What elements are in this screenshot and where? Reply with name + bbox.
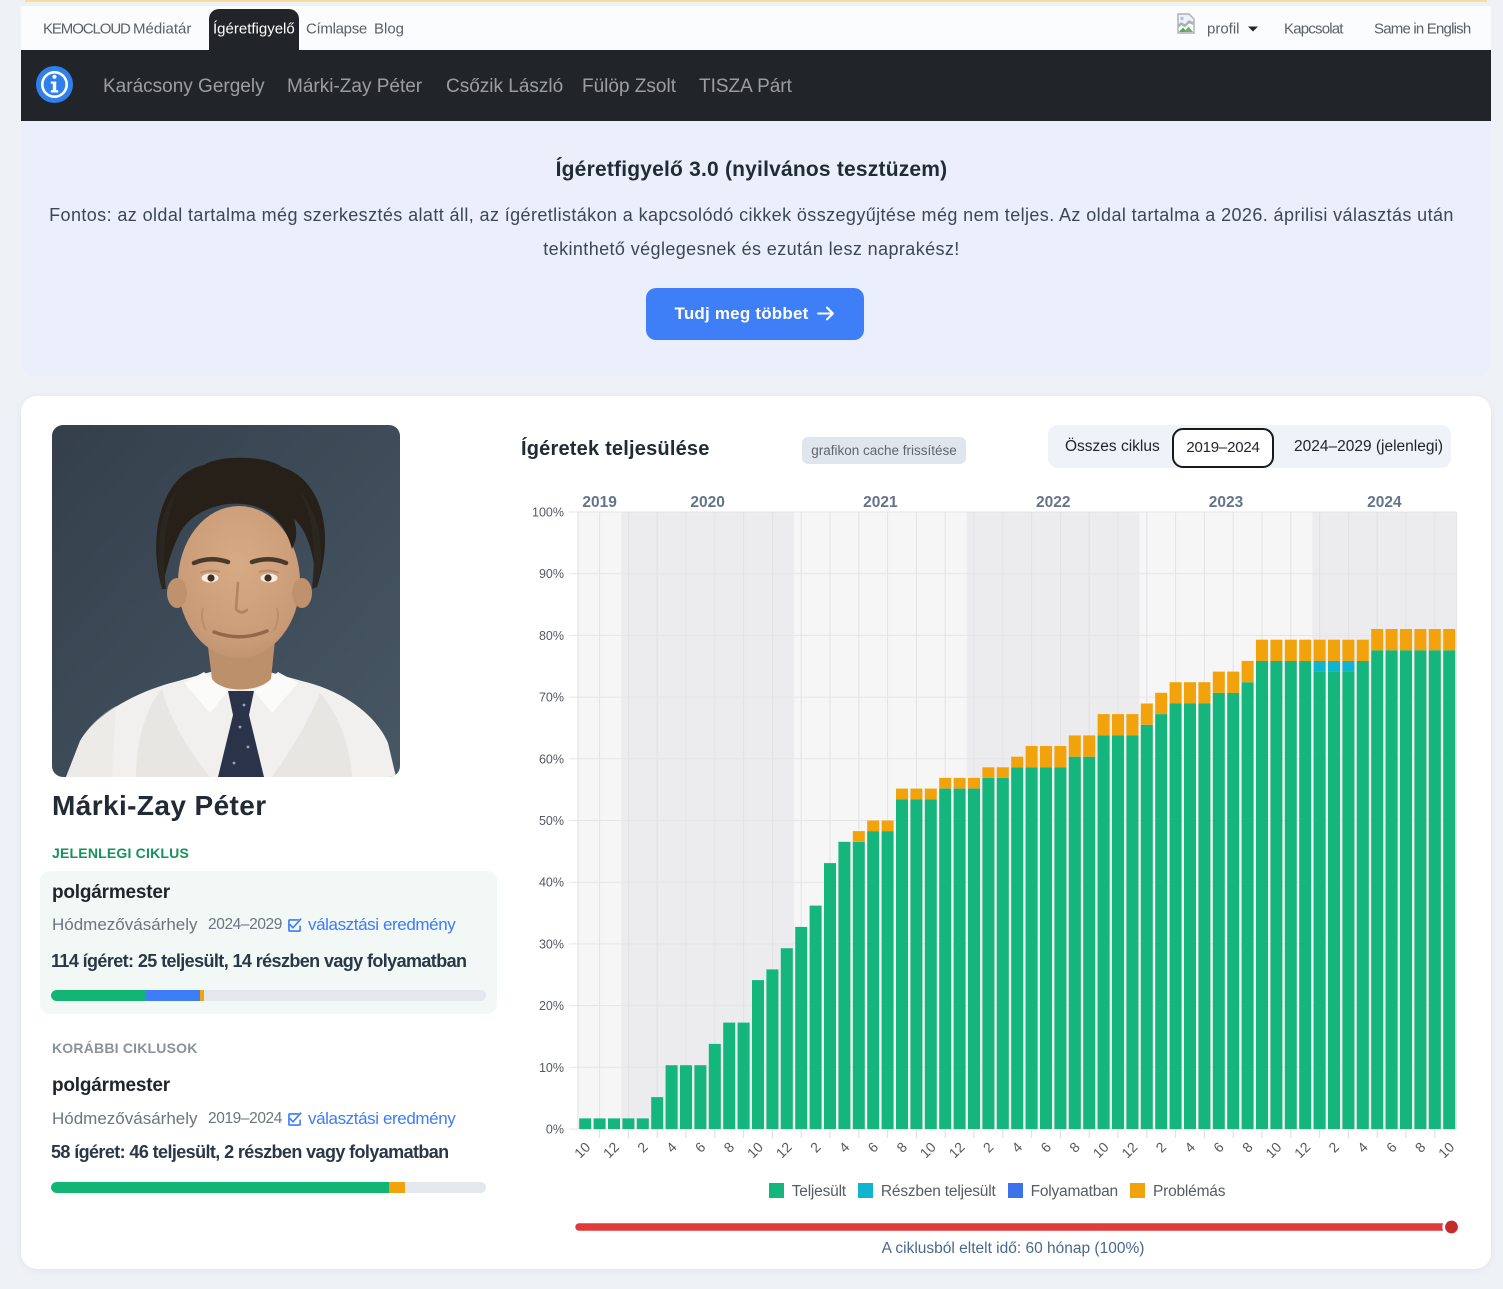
svg-text:8: 8 (893, 1139, 910, 1156)
svg-text:80%: 80% (539, 629, 564, 643)
svg-text:70%: 70% (539, 691, 564, 705)
svg-text:10: 10 (1089, 1139, 1111, 1161)
svg-text:2: 2 (634, 1139, 651, 1156)
svg-text:6: 6 (864, 1139, 881, 1156)
svg-text:2: 2 (980, 1139, 997, 1156)
svg-text:2: 2 (1152, 1139, 1169, 1156)
svg-text:2: 2 (807, 1139, 824, 1156)
svg-text:10: 10 (1435, 1139, 1457, 1161)
svg-text:90%: 90% (539, 567, 564, 581)
svg-text:8: 8 (1239, 1139, 1256, 1156)
svg-text:4: 4 (663, 1139, 680, 1156)
svg-text:2020: 2020 (690, 494, 724, 511)
svg-text:2019: 2019 (582, 494, 617, 511)
svg-text:12: 12 (1291, 1139, 1313, 1161)
svg-text:12: 12 (945, 1139, 967, 1161)
svg-text:40%: 40% (539, 876, 564, 890)
svg-text:6: 6 (692, 1139, 709, 1156)
svg-text:2: 2 (1325, 1139, 1342, 1156)
svg-text:100%: 100% (532, 506, 564, 520)
svg-text:12: 12 (773, 1139, 795, 1161)
svg-text:10: 10 (571, 1139, 593, 1161)
svg-text:8: 8 (720, 1139, 737, 1156)
svg-text:2022: 2022 (1036, 494, 1070, 511)
svg-text:6: 6 (1210, 1139, 1227, 1156)
svg-text:4: 4 (1354, 1139, 1371, 1156)
svg-text:2021: 2021 (863, 494, 898, 511)
svg-text:12: 12 (600, 1139, 622, 1161)
svg-text:60%: 60% (539, 752, 564, 766)
svg-text:2023: 2023 (1209, 494, 1244, 511)
svg-text:10: 10 (917, 1139, 939, 1161)
svg-text:50%: 50% (539, 814, 564, 828)
svg-text:30%: 30% (539, 937, 564, 951)
svg-text:10: 10 (1262, 1139, 1284, 1161)
svg-text:6: 6 (1037, 1139, 1054, 1156)
svg-text:6: 6 (1383, 1139, 1400, 1156)
svg-text:8: 8 (1412, 1139, 1429, 1156)
svg-text:8: 8 (1066, 1139, 1083, 1156)
svg-text:10: 10 (744, 1139, 766, 1161)
svg-text:12: 12 (1118, 1139, 1140, 1161)
svg-text:2024: 2024 (1367, 494, 1402, 511)
svg-text:20%: 20% (539, 999, 564, 1013)
svg-text:4: 4 (1181, 1139, 1198, 1156)
svg-text:4: 4 (1008, 1139, 1025, 1156)
svg-text:4: 4 (836, 1139, 853, 1156)
svg-text:0%: 0% (546, 1123, 564, 1137)
svg-text:10%: 10% (539, 1061, 564, 1075)
